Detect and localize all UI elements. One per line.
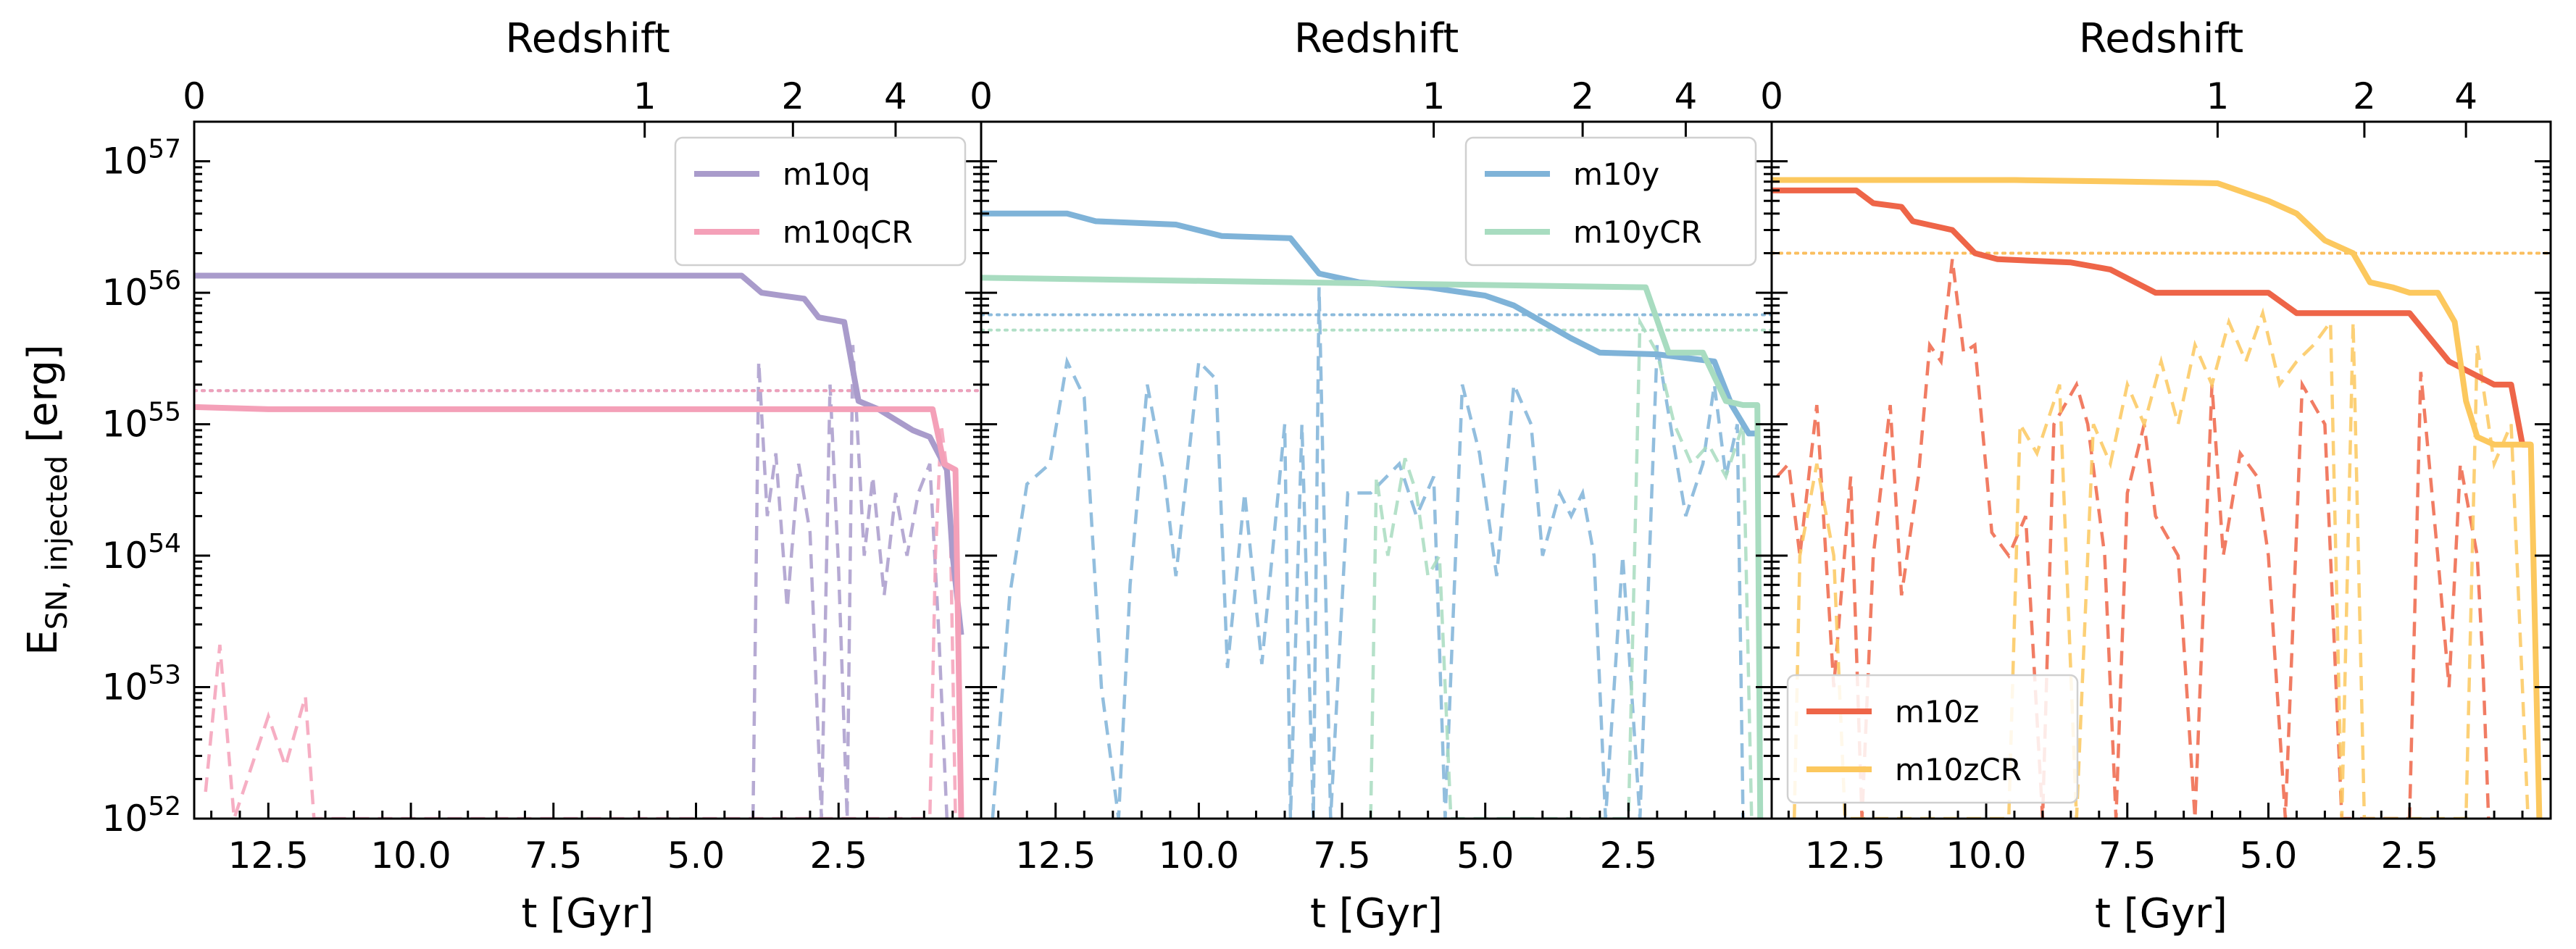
plot-area xyxy=(194,272,981,819)
y-tick-label: 1055 xyxy=(102,398,181,446)
y-tick-base: 10 xyxy=(102,404,149,446)
x-axis-title: t [Gyr] xyxy=(1310,890,1443,937)
x-tick-label: 7.5 xyxy=(525,835,583,877)
redshift-tick-label: 2 xyxy=(2353,75,2376,117)
legend-label-m10zCR: m10zCR xyxy=(1895,752,2022,787)
x-tick-label: 12.5 xyxy=(1805,835,1885,877)
legend-label-m10y: m10y xyxy=(1573,156,1659,192)
redshift-axis-title: Redshift xyxy=(1294,15,1459,62)
tick-marks xyxy=(980,120,1773,820)
cumulative-line-m10y xyxy=(981,210,1761,437)
legend-label-m10z: m10z xyxy=(1895,694,1979,729)
plot-area xyxy=(981,210,1772,819)
redshift-axis-title: Redshift xyxy=(2079,15,2243,62)
legend-label-m10yCR: m10yCR xyxy=(1573,214,1702,250)
redshift-tick-label: 1 xyxy=(2206,75,2229,117)
redshift-tick-label: 4 xyxy=(884,75,907,117)
y-tick-exponent: 55 xyxy=(148,398,181,427)
panel-3: 12.5 10.0 7.5 5.0 2.5 t [Gyr] 0 1 2 4 Redshift m10z… xyxy=(1760,15,2552,937)
x-tick-label: 10.0 xyxy=(370,835,451,877)
x-tick-label: 5.0 xyxy=(1456,835,1514,877)
redshift-tick-label: 4 xyxy=(2454,75,2477,117)
y-tick-label: 1057 xyxy=(102,135,181,183)
y-tick-label: 1054 xyxy=(102,529,181,577)
x-tick-label: 5.0 xyxy=(2240,835,2298,877)
x-axis-title: t [Gyr] xyxy=(2095,890,2227,937)
legend: m10y m10yCR xyxy=(1464,136,1757,267)
y-tick-label: 1056 xyxy=(102,266,181,314)
legend-label-m10qCR: m10qCR xyxy=(783,214,913,250)
x-tick-label: 12.5 xyxy=(228,835,309,877)
legend: m10q m10qCR xyxy=(674,136,967,267)
x-tick-label: 2.5 xyxy=(1600,835,1658,877)
legend: m10z m10zCR xyxy=(1786,674,2079,804)
y-tick-base: 10 xyxy=(102,535,149,577)
y-axis-title-unit: [erg] xyxy=(20,344,67,456)
y-tick-base: 10 xyxy=(102,666,149,708)
x-tick-label: 7.5 xyxy=(1313,835,1371,877)
y-tick-exponent: 56 xyxy=(148,266,181,296)
instantaneous-line-m10y xyxy=(991,287,1745,819)
y-tick-exponent: 53 xyxy=(148,661,181,690)
cumulative-line-m10zCR xyxy=(1772,177,2543,819)
y-tick-label: 1053 xyxy=(102,661,181,708)
panel-frame xyxy=(1770,120,2552,820)
y-tick-base: 10 xyxy=(102,798,149,840)
y-tick-exponent: 57 xyxy=(148,135,181,164)
x-tick-label: 2.5 xyxy=(809,835,867,877)
x-axis-title: t [Gyr] xyxy=(521,890,654,937)
y-axis-title-sub: SN, injected xyxy=(41,456,74,630)
redshift-tick-label: 1 xyxy=(1422,75,1446,117)
redshift-tick-label: 0 xyxy=(1760,75,1783,117)
y-tick-base: 10 xyxy=(102,272,149,314)
redshift-tick-label: 2 xyxy=(781,75,804,117)
instantaneous-line-m10qCR xyxy=(204,424,957,819)
cumulative-line-m10qCR xyxy=(194,404,964,819)
x-tick-label: 7.5 xyxy=(2098,835,2156,877)
legend-label-m10q: m10q xyxy=(783,156,870,192)
redshift-tick-label: 1 xyxy=(633,75,656,117)
redshift-tick-label: 4 xyxy=(1675,75,1698,117)
tick-marks xyxy=(193,120,983,820)
y-tick-exponent: 54 xyxy=(148,529,181,559)
y-tick-label: 1052 xyxy=(102,792,181,840)
x-tick-label: 5.0 xyxy=(667,835,725,877)
redshift-tick-label: 0 xyxy=(183,75,206,117)
x-tick-label: 10.0 xyxy=(1159,835,1239,877)
x-tick-label: 10.0 xyxy=(1946,835,2026,877)
cumulative-line-m10z xyxy=(1772,187,2531,448)
instantaneous-line-m10q xyxy=(751,345,949,819)
y-axis-title: ESN, injected [erg] xyxy=(20,344,74,656)
panel-2: 12.5 10.0 7.5 5.0 2.5 t [Gyr] 0 1 2 4 Redshift m10y… xyxy=(970,15,1773,937)
redshift-tick-label: 0 xyxy=(970,75,993,117)
x-tick-label: 12.5 xyxy=(1015,835,1096,877)
y-axis-title-main: E xyxy=(20,630,67,655)
redshift-tick-label: 2 xyxy=(1571,75,1594,117)
cumulative-line-m10yCR xyxy=(981,275,1764,819)
instantaneous-line-m10z xyxy=(1776,259,2490,819)
y-tick-base: 10 xyxy=(102,141,149,183)
redshift-axis-title: Redshift xyxy=(505,15,670,62)
x-tick-label: 2.5 xyxy=(2380,835,2438,877)
y-tick-exponent: 52 xyxy=(148,792,181,822)
instantaneous-line-m10yCR xyxy=(1369,316,1754,819)
